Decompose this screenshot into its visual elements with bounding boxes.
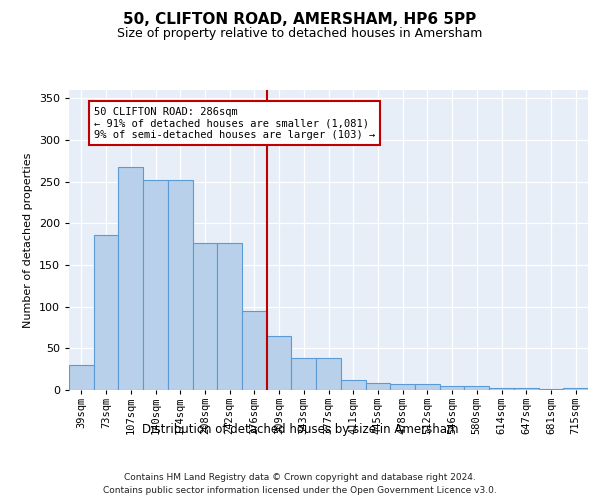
Bar xyxy=(464,386,489,390)
Bar xyxy=(69,365,94,390)
Text: Contains HM Land Registry data © Crown copyright and database right 2024.: Contains HM Land Registry data © Crown c… xyxy=(124,472,476,482)
Bar xyxy=(514,388,539,390)
Bar xyxy=(316,358,341,390)
Y-axis label: Number of detached properties: Number of detached properties xyxy=(23,152,33,328)
Bar xyxy=(242,311,267,390)
Text: 50 CLIFTON ROAD: 286sqm
← 91% of detached houses are smaller (1,081)
9% of semi-: 50 CLIFTON ROAD: 286sqm ← 91% of detache… xyxy=(94,106,375,140)
Bar xyxy=(539,389,563,390)
Bar xyxy=(390,384,415,390)
Bar xyxy=(267,336,292,390)
Bar xyxy=(292,358,316,390)
Bar xyxy=(415,384,440,390)
Text: 50, CLIFTON ROAD, AMERSHAM, HP6 5PP: 50, CLIFTON ROAD, AMERSHAM, HP6 5PP xyxy=(124,12,476,28)
Bar xyxy=(341,380,365,390)
Text: Distribution of detached houses by size in Amersham: Distribution of detached houses by size … xyxy=(142,422,458,436)
Bar xyxy=(365,384,390,390)
Bar xyxy=(94,235,118,390)
Bar xyxy=(143,180,168,390)
Bar xyxy=(440,386,464,390)
Bar xyxy=(118,166,143,390)
Text: Contains public sector information licensed under the Open Government Licence v3: Contains public sector information licen… xyxy=(103,486,497,495)
Bar xyxy=(193,244,217,390)
Bar xyxy=(217,244,242,390)
Text: Size of property relative to detached houses in Amersham: Size of property relative to detached ho… xyxy=(118,28,482,40)
Bar xyxy=(489,388,514,390)
Bar xyxy=(563,388,588,390)
Bar xyxy=(168,180,193,390)
